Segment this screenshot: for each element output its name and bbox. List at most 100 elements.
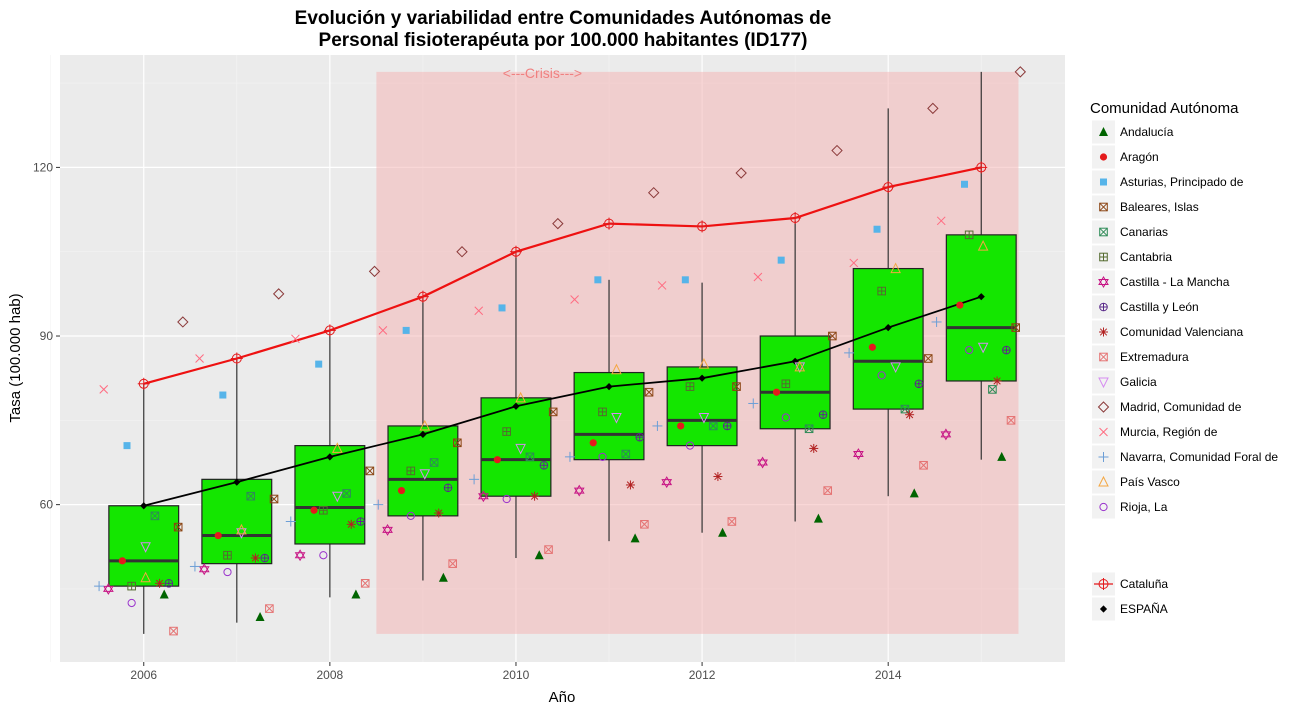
point-0-2010 (534, 550, 544, 560)
point-12-2007 (195, 354, 204, 363)
box-rect (294, 445, 366, 545)
point-8-2014 (905, 410, 915, 420)
point-2-2013 (777, 256, 785, 264)
espana-point-2010 (512, 402, 520, 410)
point-11-2013 (831, 144, 843, 157)
point-4-2014 (900, 404, 910, 414)
cataluna-point-2010 (509, 245, 522, 258)
point-8-2009 (434, 508, 444, 518)
point-5-2013 (781, 379, 791, 389)
point-15-2015 (965, 345, 974, 355)
boxes (108, 71, 1017, 634)
point-14-2015 (977, 239, 989, 251)
legend-label: Murcia, Región de (1120, 425, 1218, 439)
point-1-2007 (214, 531, 222, 540)
point-1-2010 (493, 456, 501, 464)
point-11-2010 (552, 217, 564, 230)
point-15-2013 (781, 413, 790, 422)
point-8-2015 (992, 376, 1002, 386)
legend-item: Extremadura (1092, 345, 1189, 369)
point-0-2009 (438, 572, 448, 582)
legend-label: Extremadura (1120, 350, 1189, 364)
point-1-2009 (397, 486, 406, 495)
cataluna-point-2014 (882, 181, 895, 194)
cataluna-point-2012 (696, 220, 709, 233)
legend-symbol (1099, 352, 1108, 362)
point-1-2014 (868, 343, 876, 351)
legend-item: País Vasco (1092, 470, 1180, 494)
legend-key (1092, 470, 1115, 494)
y-axis-title: Tasa (100.000 hab) (7, 293, 24, 422)
point-4-2009 (429, 458, 439, 467)
point-13-2015 (931, 316, 942, 327)
legend-label: Galicia (1120, 375, 1157, 389)
legend-item: Castilla y León (1092, 295, 1199, 319)
point-0-2008 (351, 589, 361, 599)
point-7-2015 (1002, 345, 1011, 355)
point-6-2009 (382, 523, 393, 536)
legend-symbol (1099, 302, 1108, 312)
legend-label: Aragón (1120, 150, 1159, 164)
legend-label: Cantabria (1120, 250, 1172, 264)
point-5-2007 (223, 550, 232, 560)
legend-label: Canarias (1120, 225, 1168, 239)
legend-label: Cataluña (1120, 577, 1168, 591)
point-8-2007 (250, 553, 260, 563)
point-13-2010 (469, 474, 480, 485)
legend: Comunidad Autónoma Andalucía Aragón Asturi… (1090, 100, 1278, 621)
point-6-2011 (573, 484, 585, 497)
legend-title: Comunidad Autónoma (1090, 100, 1239, 117)
point-5-2008 (319, 505, 328, 515)
espana-point-2011 (605, 383, 613, 391)
cataluna-point-2013 (789, 211, 802, 224)
point-8-2010 (530, 491, 540, 501)
x-tick-label: 2006 (130, 668, 157, 682)
point-3-2013 (828, 331, 837, 341)
point-4-2015 (988, 385, 997, 394)
point-5-2010 (502, 427, 511, 436)
legend-item: ESPAÑA (1092, 597, 1168, 621)
point-12-2015 (936, 216, 946, 226)
point-14-2014 (890, 262, 901, 274)
legend-symbol (1099, 153, 1108, 161)
point-2-2009 (402, 326, 410, 334)
point-7-2013 (818, 410, 828, 420)
legend-key (1092, 270, 1115, 294)
point-7-2010 (539, 460, 549, 470)
point-10-2006 (140, 542, 151, 553)
point-13-2013 (748, 398, 759, 409)
legend-item: Cataluña (1092, 572, 1168, 596)
legend-label: Rioja, La (1120, 500, 1168, 514)
legend-item: Andalucía (1092, 120, 1174, 144)
y-tick-label: 120 (33, 160, 53, 174)
point-7-2012 (722, 421, 732, 431)
point-8-2008 (346, 519, 356, 529)
cataluna-point-2006 (137, 377, 150, 390)
point-5-2012 (685, 382, 695, 391)
point-4-2010 (525, 452, 535, 462)
point-6-2010 (478, 490, 489, 503)
point-3-2012 (732, 382, 741, 391)
point-2-2008 (315, 360, 323, 368)
point-10-2010 (515, 443, 526, 455)
point-5-2014 (877, 286, 886, 296)
point-10-2011 (611, 413, 622, 424)
point-9-2014 (919, 460, 928, 470)
point-7-2006 (164, 579, 174, 588)
point-10-2007 (236, 528, 247, 539)
box-rect (852, 267, 924, 410)
legend-symbol (1097, 401, 1110, 413)
axes: 2006 2008 2010 2012 2014 60 90 120 (33, 160, 902, 682)
cataluna-point-2007 (230, 352, 243, 365)
x-tick-label: 2008 (317, 668, 344, 682)
x-tick-label: 2010 (503, 668, 530, 682)
point-14-2011 (611, 363, 622, 375)
legend-label: Asturias, Principado de (1120, 175, 1244, 189)
point-14-2013 (794, 360, 806, 372)
point-11-2015 (1014, 66, 1027, 78)
points (94, 66, 1027, 636)
point-0-2007 (255, 612, 265, 622)
x-tick-label: 2014 (875, 668, 902, 682)
point-1-2012 (677, 422, 685, 430)
